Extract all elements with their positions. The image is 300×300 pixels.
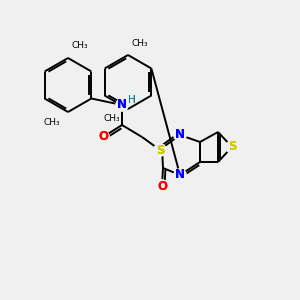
Circle shape	[116, 99, 128, 111]
Text: H: H	[128, 95, 136, 105]
Circle shape	[97, 131, 109, 143]
Text: N: N	[175, 128, 185, 142]
Text: CH₃: CH₃	[44, 118, 60, 127]
Circle shape	[154, 144, 166, 156]
Text: CH₃: CH₃	[132, 39, 148, 48]
Text: S: S	[228, 140, 236, 154]
Text: O: O	[98, 130, 108, 143]
Circle shape	[116, 99, 128, 111]
Text: S: S	[156, 143, 164, 157]
Circle shape	[174, 169, 186, 181]
Text: CH₃: CH₃	[103, 114, 120, 123]
Text: CH₃: CH₃	[71, 41, 88, 50]
Circle shape	[174, 129, 186, 141]
Circle shape	[156, 180, 168, 192]
Circle shape	[154, 144, 166, 156]
Circle shape	[156, 180, 168, 192]
Circle shape	[174, 169, 186, 181]
Text: H: H	[128, 95, 136, 105]
Text: N: N	[175, 169, 185, 182]
Text: N: N	[175, 169, 185, 182]
Text: S: S	[156, 143, 164, 157]
Text: S: S	[156, 143, 164, 157]
Circle shape	[174, 129, 186, 141]
Text: N: N	[117, 98, 127, 112]
Circle shape	[226, 141, 238, 153]
Text: N: N	[117, 98, 127, 112]
Text: O: O	[157, 179, 167, 193]
Text: S: S	[228, 140, 236, 154]
Circle shape	[154, 144, 166, 156]
Text: O: O	[98, 130, 108, 143]
Circle shape	[97, 131, 109, 143]
Circle shape	[226, 141, 238, 153]
Text: O: O	[157, 179, 167, 193]
Text: N: N	[175, 128, 185, 142]
